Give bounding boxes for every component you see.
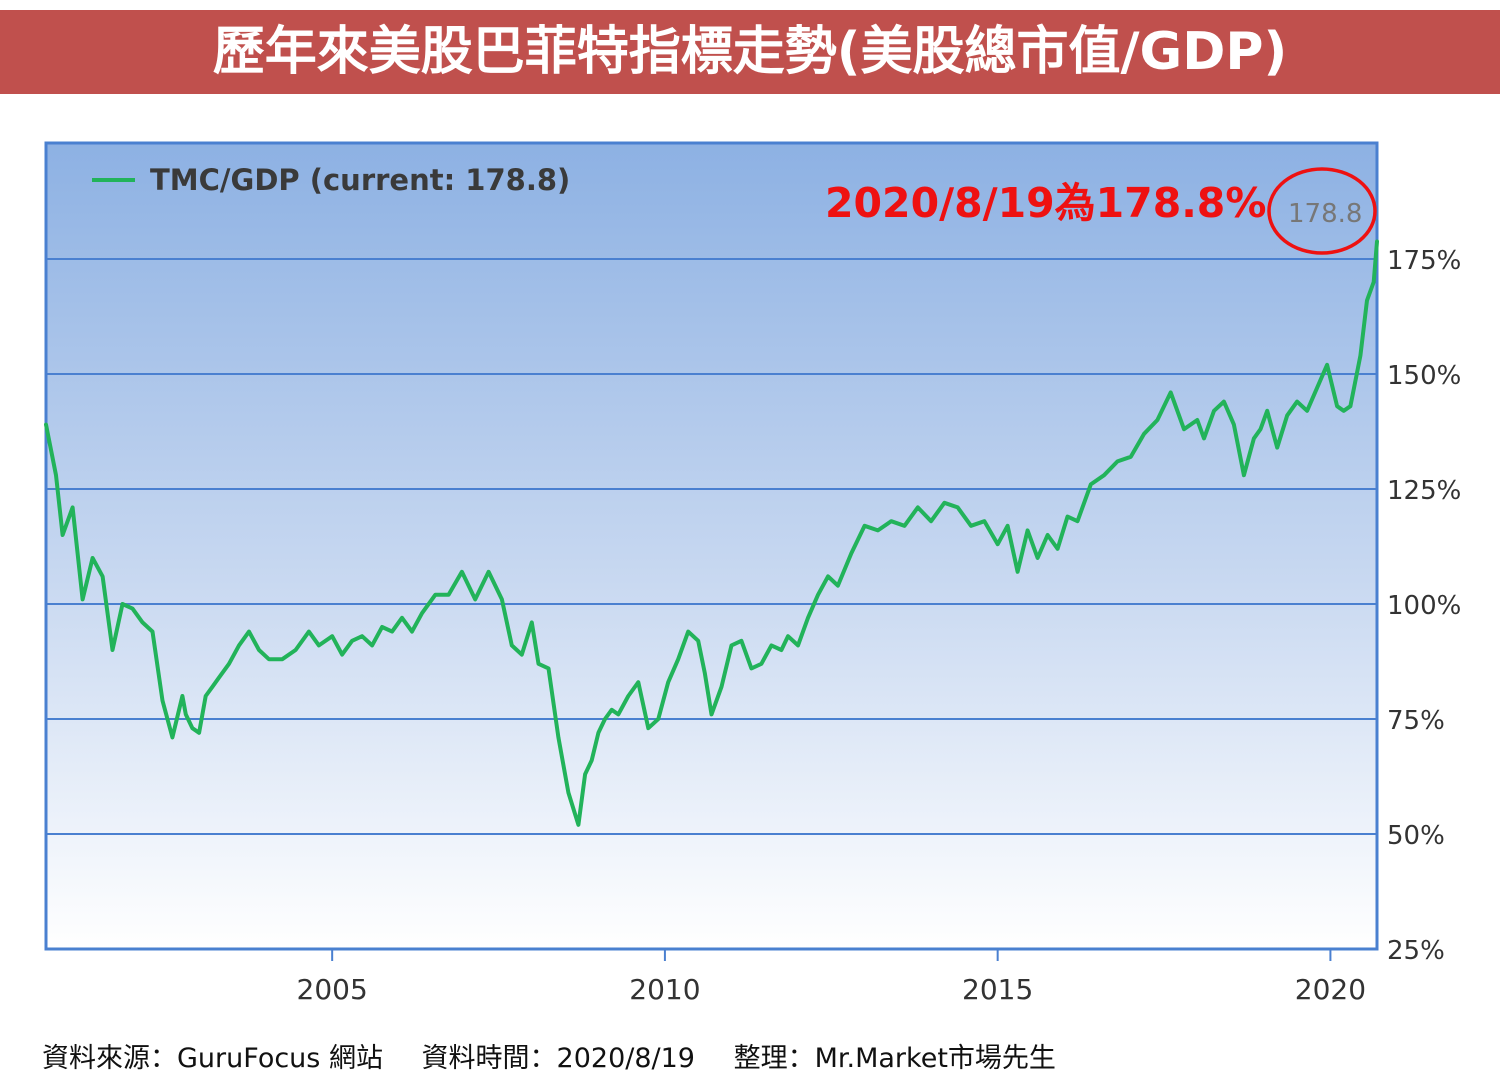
x-tick-label: 2010 — [629, 973, 700, 1006]
highlight-circle — [1267, 167, 1377, 255]
x-tick-label: 2015 — [962, 973, 1033, 1006]
y-tick-label: 50% — [1387, 821, 1445, 851]
legend-label: TMC/GDP (current: 178.8) — [150, 163, 570, 197]
y-tick-label: 150% — [1387, 361, 1461, 391]
author-note: 整理：Mr.Market市場先生 — [733, 1043, 1056, 1074]
source-note: 資料來源：GuruFocus 網站 — [42, 1043, 383, 1074]
x-tick-label: 2020 — [1295, 973, 1366, 1006]
y-tick-label: 175% — [1387, 246, 1461, 276]
x-tick-label: 2005 — [297, 973, 368, 1006]
y-tick-label: 125% — [1387, 476, 1461, 506]
y-tick-label: 75% — [1387, 706, 1445, 736]
series-line-tmc-gdp — [44, 239, 1379, 827]
y-tick-label: 25% — [1387, 936, 1445, 966]
page-title: 歷年來美股巴菲特指標走勢(美股總市值/GDP) — [212, 22, 1288, 82]
annotation-current-value: 2020/8/19為178.8% — [825, 179, 1266, 227]
footer: 資料來源：GuruFocus 網站 資料時間：2020/8/19 整理：Mr.M… — [42, 1036, 1086, 1075]
data-date-note: 資料時間：2020/8/19 — [421, 1043, 695, 1074]
y-tick-label: 100% — [1387, 591, 1461, 621]
plot-area — [44, 141, 1379, 951]
end-value-label: 178.8 — [1288, 199, 1362, 229]
page-title-banner: 歷年來美股巴菲特指標走勢(美股總市值/GDP) — [0, 10, 1500, 94]
